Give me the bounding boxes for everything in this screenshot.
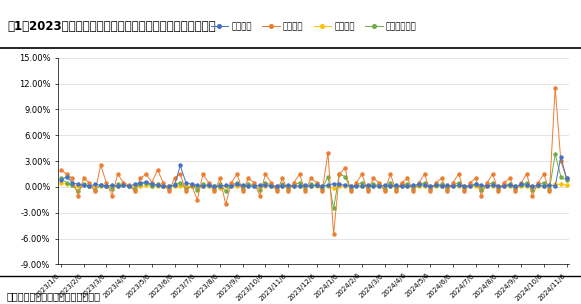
债券策略: [563, 183, 570, 187]
债券策略: [217, 186, 224, 190]
平均业绩: [415, 182, 422, 186]
组合基金策略: [483, 183, 490, 187]
Line: 债券策略: 债券策略: [59, 181, 568, 189]
股票策略: [483, 181, 490, 185]
债券策略: [58, 181, 64, 185]
Line: 平均业绩: 平均业绩: [59, 155, 568, 188]
股票策略: [495, 189, 502, 193]
债券策略: [211, 184, 218, 188]
Text: 数据来源：用益金融信托研究院整理: 数据来源：用益金融信托研究院整理: [7, 291, 101, 301]
组合基金策略: [415, 183, 422, 187]
组合基金策略: [58, 177, 64, 180]
组合基金策略: [211, 187, 218, 191]
Legend: 平均业绩, 股票策略, 债券策略, 组合基金策略: 平均业绩, 股票策略, 债券策略, 组合基金策略: [207, 19, 420, 35]
债券策略: [495, 184, 502, 188]
债券策略: [483, 184, 490, 188]
股票策略: [563, 177, 570, 180]
平均业绩: [495, 184, 502, 188]
股票策略: [125, 183, 132, 187]
Line: 组合基金策略: 组合基金策略: [59, 153, 568, 210]
债券策略: [546, 184, 553, 188]
平均业绩: [483, 184, 490, 188]
平均业绩: [546, 183, 553, 187]
组合基金策略: [330, 207, 337, 210]
股票策略: [330, 233, 337, 236]
平均业绩: [86, 184, 93, 188]
债券策略: [415, 184, 422, 188]
组合基金策略: [125, 184, 132, 188]
Text: 图1：2023年以来标品信托周平均收益率走势（按策略划分）: 图1：2023年以来标品信托周平均收益率走势（按策略划分）: [7, 20, 216, 33]
平均业绩: [131, 182, 138, 186]
股票策略: [415, 181, 422, 185]
组合基金策略: [563, 178, 570, 182]
股票策略: [211, 189, 218, 193]
组合基金策略: [495, 187, 502, 191]
债券策略: [125, 184, 132, 188]
平均业绩: [563, 177, 570, 180]
组合基金策略: [552, 152, 559, 156]
股票策略: [552, 86, 559, 90]
股票策略: [58, 168, 64, 171]
组合基金策略: [546, 187, 553, 191]
平均业绩: [557, 155, 564, 159]
股票策略: [546, 189, 553, 193]
Line: 股票策略: 股票策略: [59, 86, 568, 236]
平均业绩: [58, 178, 64, 182]
平均业绩: [217, 184, 224, 188]
